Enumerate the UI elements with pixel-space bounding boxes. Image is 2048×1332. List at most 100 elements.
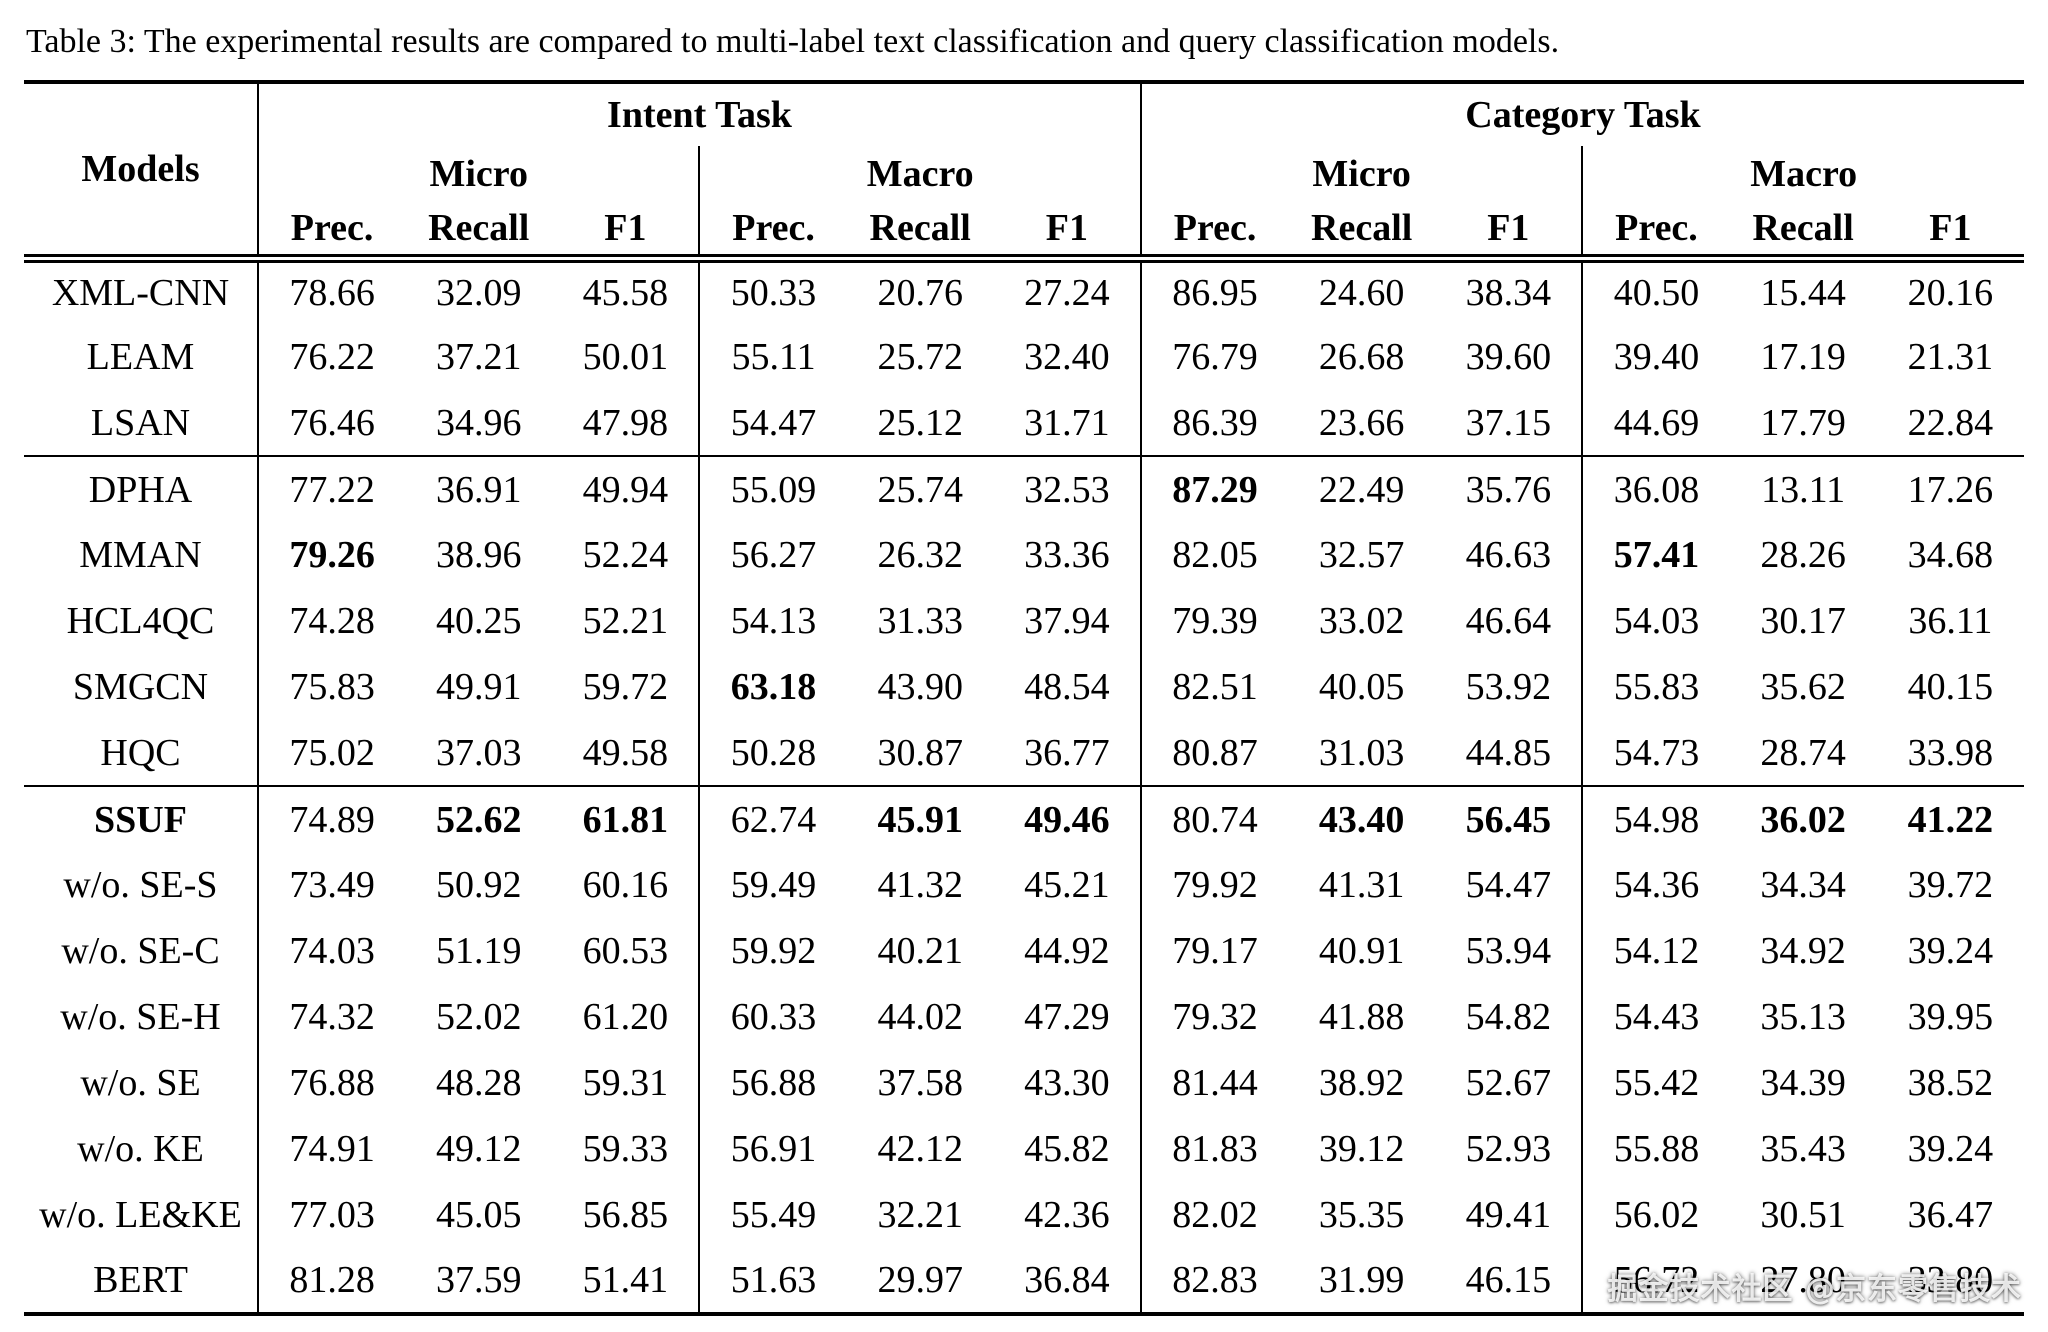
metric-value-cell: 21.31 <box>1907 336 1994 379</box>
metric-value-cell: 47.98 <box>552 390 701 457</box>
metric-value-cell: 37.58 <box>877 1062 963 1105</box>
table-row: HQC 75.02 37.03 49.58 50.28 30.87 36.77 80.87 31… <box>24 720 2024 787</box>
metric-value-cell: 86.39 <box>1172 401 1258 444</box>
metric-value-cell: 13.11 <box>1729 455 1877 523</box>
metric-value-cell: 36.02 <box>1729 785 1877 853</box>
metric-header: Recall <box>405 202 553 263</box>
metric-value-cell: 52.93 <box>1435 1116 1584 1183</box>
metric-value-cell: 23.66 <box>1318 401 1405 444</box>
metric-value-cell: 41.31 <box>1318 864 1405 907</box>
metric-value-cell: 38.34 <box>1435 258 1584 325</box>
model-name-cell: LEAM <box>24 324 259 391</box>
metric-value-cell: 36.77 <box>993 720 1142 787</box>
metric-value-cell: 32.53 <box>993 455 1142 523</box>
metric-value-cell: 73.49 <box>289 864 375 907</box>
metric-value-cell: 33.80 <box>1876 1248 2024 1317</box>
model-name-cell: w/o. SE <box>24 1050 259 1117</box>
metric-value-cell: 34.68 <box>1907 534 1994 577</box>
metric-value-cell: 49.58 <box>552 720 701 787</box>
metric-value-cell: 40.05 <box>1318 666 1405 709</box>
model-name-cell: LSAN <box>24 390 259 457</box>
metric-value-cell: 45.58 <box>552 258 701 325</box>
metric-value-cell: 15.44 <box>1760 272 1846 315</box>
metric-value-cell: 40.15 <box>1907 666 1994 709</box>
metric-value-cell: 35.35 <box>1318 1194 1405 1237</box>
metric-value-cell: 79.17 <box>1172 930 1258 973</box>
metric-header: Recall <box>846 202 994 263</box>
metric-value-cell: 48.28 <box>435 1062 522 1105</box>
metric-value-cell: 44.85 <box>1435 720 1584 787</box>
metric-value-cell: 82.05 <box>1172 534 1258 577</box>
metric-value-cell: 46.15 <box>1435 1248 1584 1317</box>
metric-value-cell: 54.98 <box>1582 785 1730 853</box>
metric-value-cell: 77.22 <box>258 455 406 523</box>
metric-value-cell: 36.84 <box>993 1248 1142 1317</box>
metric-value-cell: 76.46 <box>289 401 375 444</box>
task-header-row: Models Intent Task Category Task <box>24 80 2024 263</box>
metric-value-cell: 31.03 <box>1318 731 1405 774</box>
metric-value-cell: 53.92 <box>1435 654 1584 721</box>
metric-value-cell: 52.67 <box>1435 1050 1584 1117</box>
metric-header: F1 <box>993 202 1142 263</box>
metric-value-cell: 49.12 <box>435 1128 522 1171</box>
metric-value-cell: 36.08 <box>1582 455 1730 523</box>
model-name-cell: w/o. SE-H <box>24 984 259 1051</box>
metric-value-cell: 37.59 <box>405 1248 553 1317</box>
metric-value-cell: 78.66 <box>289 272 375 315</box>
metric-value-cell: 59.33 <box>552 1116 701 1183</box>
results-tbody: XML-CNN 78.66 32.09 45.58 50.33 20.76 27.24 86.… <box>24 258 2024 1317</box>
metric-header-row: Prec. Recall F1 Prec. Recall F1 Prec. Re… <box>24 202 2024 263</box>
metric-value-cell: 36.11 <box>1908 600 1993 643</box>
metric-value-cell: 30.87 <box>877 731 963 774</box>
model-name-cell: XML-CNN <box>24 258 259 325</box>
metric-value-cell: 59.72 <box>552 654 701 721</box>
metric-value-cell: 39.72 <box>1907 864 1994 907</box>
metric-value-cell: 77.03 <box>289 1194 375 1237</box>
metric-value-cell: 74.89 <box>258 785 406 853</box>
metric-header: Prec. <box>1140 202 1289 263</box>
table-caption: Table 3: The experimental results are co… <box>26 23 1560 60</box>
metric-value-cell: 17.79 <box>1760 401 1846 444</box>
metric-value-cell: 53.94 <box>1435 918 1584 985</box>
metric-header: Prec. <box>258 202 406 263</box>
metric-value-cell: 20.16 <box>1907 272 1994 315</box>
metric-value-cell: 26.68 <box>1318 336 1405 379</box>
intent-micro-header: Micro <box>258 146 701 203</box>
metric-value-cell: 50.92 <box>435 864 522 907</box>
subgroup-header-row: Micro Macro Micro Macro <box>24 146 2024 203</box>
metric-value-cell: 17.19 <box>1760 336 1846 379</box>
metric-header: Prec. <box>1582 202 1730 263</box>
metric-value-cell: 41.22 <box>1876 785 2024 853</box>
metric-value-cell: 82.51 <box>1172 666 1258 709</box>
model-name-cell: w/o. KE <box>24 1116 259 1183</box>
metric-value-cell: 43.90 <box>877 666 963 709</box>
metric-header: Recall <box>1729 202 1877 263</box>
metric-value-cell: 39.60 <box>1435 324 1584 391</box>
metric-value-cell: 37.94 <box>993 588 1142 655</box>
metric-value-cell: 34.39 <box>1760 1062 1846 1105</box>
metric-value-cell: 56.88 <box>730 1062 817 1105</box>
metric-value-cell: 34.34 <box>1760 864 1846 907</box>
metric-value-cell: 35.13 <box>1760 996 1846 1039</box>
metric-value-cell: 39.95 <box>1907 996 1994 1039</box>
metric-value-cell: 86.95 <box>1172 272 1258 315</box>
metric-value-cell: 32.09 <box>435 272 522 315</box>
table-row: w/o. LE&KE 77.03 45.05 56.85 55.49 32.21 42.36… <box>24 1182 2024 1249</box>
metric-value-cell: 24.60 <box>1318 272 1405 315</box>
metric-value-cell: 63.18 <box>730 666 817 709</box>
metric-value-cell: 57.41 <box>1613 534 1700 577</box>
metric-value-cell: 27.80 <box>1729 1248 1877 1317</box>
metric-value-cell: 54.12 <box>1613 930 1700 973</box>
metric-value-cell: 37.15 <box>1435 390 1584 457</box>
metric-value-cell: 17.26 <box>1876 455 2024 523</box>
metric-value-cell: 50.28 <box>730 731 817 774</box>
metric-value-cell: 74.03 <box>289 930 375 973</box>
metric-value-cell: 54.47 <box>1435 852 1584 919</box>
metric-value-cell: 22.84 <box>1907 401 1994 444</box>
table-row: BERT 81.28 37.59 51.41 51.63 29.97 36.84 82.83 3… <box>24 1248 2024 1317</box>
metric-value-cell: 56.72 <box>1582 1248 1730 1317</box>
metric-value-cell: 35.43 <box>1760 1128 1846 1171</box>
metric-value-cell: 76.88 <box>289 1062 375 1105</box>
metric-value-cell: 40.21 <box>877 930 963 973</box>
metric-value-cell: 51.63 <box>699 1248 847 1317</box>
